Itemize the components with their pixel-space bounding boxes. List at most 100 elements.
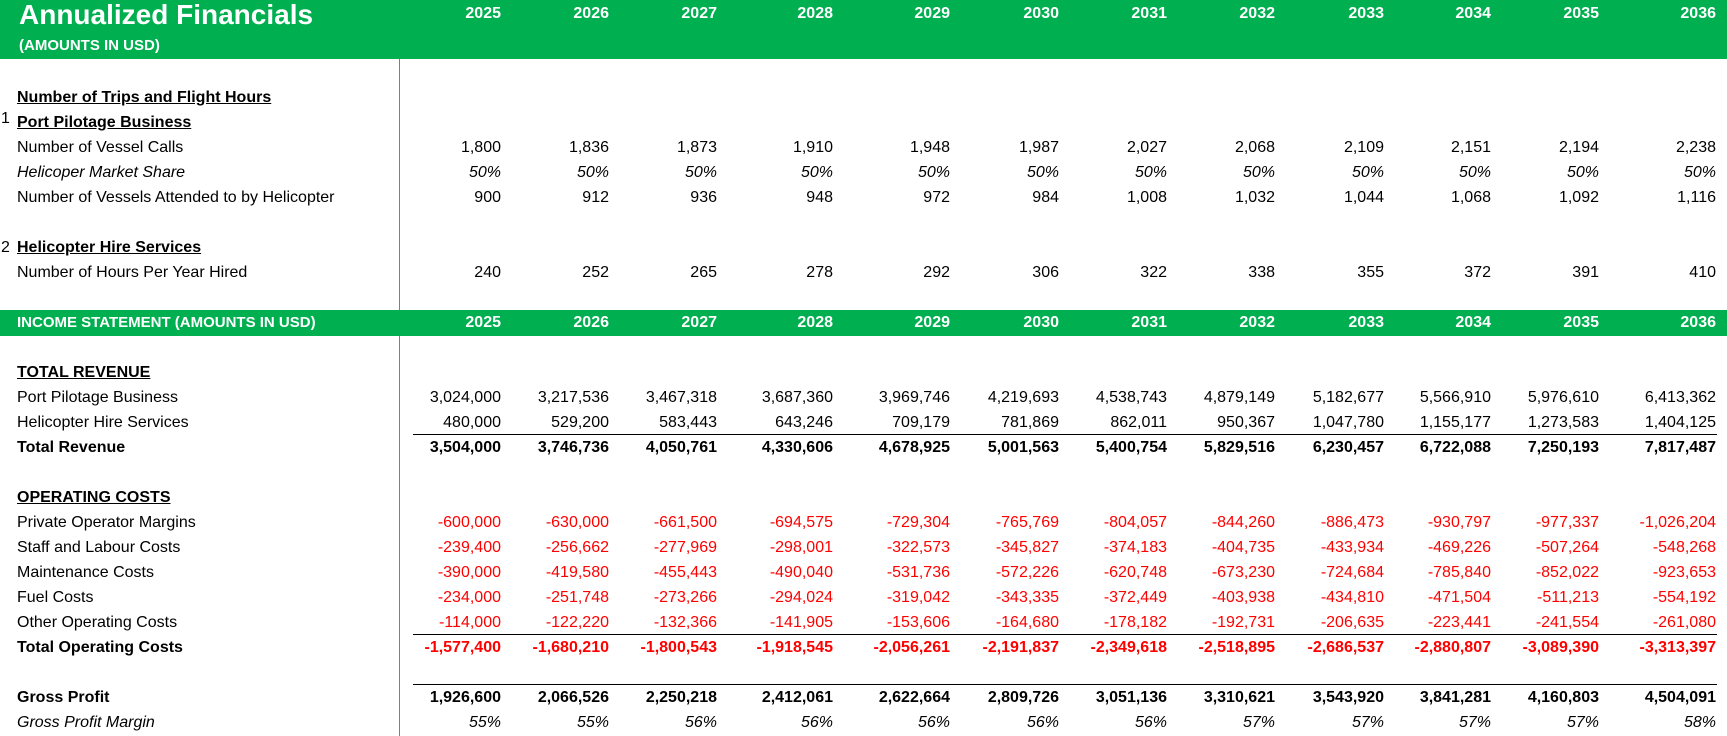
- vessel-calls-row-cell: 1,987: [1018, 139, 1059, 156]
- total-costs-row-label: Total Operating Costs: [17, 639, 183, 656]
- hire-revenue-row-cell: 643,246: [775, 414, 833, 431]
- cost-row-0-cell: -886,473: [1320, 514, 1384, 531]
- vessels-attended-row-cell: 912: [582, 189, 609, 206]
- market-share-row-cell: 50%: [1351, 164, 1384, 181]
- cost-row-2-cell: -419,580: [545, 564, 609, 581]
- total-costs-row-cell: -3,313,397: [1639, 639, 1716, 656]
- cost-row-2-cell: -724,684: [1320, 564, 1384, 581]
- cost-row-0-cell: -694,575: [769, 514, 833, 531]
- header-year-2030: 2030: [1023, 5, 1059, 22]
- income-year-2033: 2033: [1348, 314, 1384, 331]
- market-share-row-cell: 50%: [576, 164, 609, 181]
- income-year-2026: 2026: [573, 314, 609, 331]
- hours-hired-row-cell: 391: [1572, 264, 1599, 281]
- income-year-2028: 2028: [797, 314, 833, 331]
- hours-hired-row-cell: 410: [1689, 264, 1716, 281]
- cost-row-3-cell: -343,335: [995, 589, 1059, 606]
- header-year-2035: 2035: [1563, 5, 1599, 22]
- cost-row-2-cell: -923,653: [1652, 564, 1716, 581]
- cost-row-0-cell: -804,057: [1103, 514, 1167, 531]
- cost-row-3-cell: -434,810: [1320, 589, 1384, 606]
- hire-revenue-row-cell: 1,047,780: [1312, 414, 1384, 431]
- gross-profit-row-cell: 2,250,218: [645, 689, 717, 706]
- market-share-row-cell: 50%: [1683, 164, 1716, 181]
- income-year-2031: 2031: [1131, 314, 1167, 331]
- vessels-attended-row-cell: 972: [923, 189, 950, 206]
- gross-margin-row-label: Gross Profit Margin: [17, 714, 155, 731]
- cost-row-0-cell: -661,500: [653, 514, 717, 531]
- total-costs-row-cell: -2,880,807: [1414, 639, 1491, 656]
- cost-row-1-label: Staff and Labour Costs: [17, 539, 181, 556]
- hire-revenue-row-cell: 529,200: [551, 414, 609, 431]
- port-revenue-row-cell: 4,879,149: [1203, 389, 1275, 406]
- cost-row-4-cell: -178,182: [1103, 614, 1167, 631]
- gross-profit-row-cell: 1,926,600: [429, 689, 501, 706]
- total-costs-row-cell: -2,191,837: [982, 639, 1059, 656]
- cost-row-4-cell: -223,441: [1427, 614, 1491, 631]
- cost-row-2-cell: -572,226: [995, 564, 1059, 581]
- hours-hired-row-cell: 322: [1140, 264, 1167, 281]
- total-costs-row-cell: -2,686,537: [1307, 639, 1384, 656]
- total-revenue-title: TOTAL REVENUE: [17, 364, 151, 381]
- gross-profit-row-cell: 2,809,726: [987, 689, 1059, 706]
- hire-section-number: 2: [1, 239, 10, 256]
- port-revenue-row-label: Port Pilotage Business: [17, 389, 178, 406]
- hours-hired-row-cell: 265: [690, 264, 717, 281]
- cost-row-3-cell: -372,449: [1103, 589, 1167, 606]
- income-year-2027: 2027: [681, 314, 717, 331]
- gross-margin-row-cell: 55%: [468, 714, 501, 731]
- cost-row-1-cell: -239,400: [437, 539, 501, 556]
- port-revenue-row-cell: 6,413,362: [1644, 389, 1716, 406]
- cost-row-1-cell: -507,264: [1535, 539, 1599, 556]
- header-year-2029: 2029: [914, 5, 950, 22]
- income-statement-header: INCOME STATEMENT (AMOUNTS IN USD): [17, 314, 316, 331]
- cost-row-3-cell: -511,213: [1537, 589, 1599, 606]
- header-band: [0, 0, 1727, 59]
- vessel-calls-row-cell: 1,836: [568, 139, 609, 156]
- vessels-attended-row-cell: 948: [806, 189, 833, 206]
- hire-revenue-row-cell: 781,869: [1001, 414, 1059, 431]
- hire-revenue-row-cell: 1,404,125: [1644, 414, 1716, 431]
- port-section-number: 1: [1, 110, 10, 127]
- gross-margin-row-cell: 56%: [1134, 714, 1167, 731]
- market-share-row-cell: 50%: [800, 164, 833, 181]
- hire-revenue-row-cell: 583,443: [659, 414, 717, 431]
- total-revenue-row-cell: 5,001,563: [987, 439, 1059, 456]
- hours-hired-row-cell: 372: [1464, 264, 1491, 281]
- cost-row-0-cell: -844,260: [1211, 514, 1275, 531]
- cost-row-1-cell: -374,183: [1103, 539, 1167, 556]
- vessel-calls-row-label: Number of Vessel Calls: [17, 139, 184, 156]
- hire-revenue-row-cell: 950,367: [1217, 414, 1275, 431]
- total-revenue-row-cell: 7,817,487: [1644, 439, 1716, 456]
- port-revenue-row-cell: 4,219,693: [987, 389, 1059, 406]
- cost-row-4-label: Other Operating Costs: [17, 614, 178, 631]
- cost-row-4-cell: -132,366: [653, 614, 717, 631]
- cost-row-1-cell: -298,001: [769, 539, 833, 556]
- market-share-row-cell: 50%: [1566, 164, 1599, 181]
- cost-row-3-cell: -251,748: [545, 589, 609, 606]
- total-revenue-row-label: Total Revenue: [17, 439, 126, 456]
- cost-row-1-cell: -404,735: [1211, 539, 1275, 556]
- market-share-row-cell: 50%: [917, 164, 950, 181]
- total-revenue-row-cell: 6,230,457: [1312, 439, 1384, 456]
- operating-costs-title: OPERATING COSTS: [17, 489, 171, 506]
- cost-row-1-cell: -433,934: [1320, 539, 1384, 556]
- gross-profit-row-cell: 4,504,091: [1644, 689, 1716, 706]
- vessels-attended-row-cell: 984: [1032, 189, 1059, 206]
- page-title: Annualized Financials: [19, 0, 314, 30]
- cost-row-4-cell: -241,554: [1535, 614, 1599, 631]
- gross-margin-row-cell: 56%: [800, 714, 833, 731]
- gross-profit-row-cell: 3,841,281: [1419, 689, 1491, 706]
- port-revenue-row-cell: 3,024,000: [429, 389, 501, 406]
- vessels-attended-row-cell: 1,116: [1677, 189, 1716, 206]
- header-year-2031: 2031: [1131, 5, 1167, 22]
- cost-row-3-cell: -471,504: [1427, 589, 1491, 606]
- cost-row-1-cell: -548,268: [1652, 539, 1716, 556]
- vessel-calls-row-cell: 2,151: [1450, 139, 1491, 156]
- port-revenue-row-cell: 3,687,360: [761, 389, 833, 406]
- market-share-row-cell: 50%: [1242, 164, 1275, 181]
- gross-profit-row-cell: 2,066,526: [537, 689, 609, 706]
- hire-revenue-row-cell: 709,179: [892, 414, 950, 431]
- total-revenue-row-cell: 4,330,606: [761, 439, 833, 456]
